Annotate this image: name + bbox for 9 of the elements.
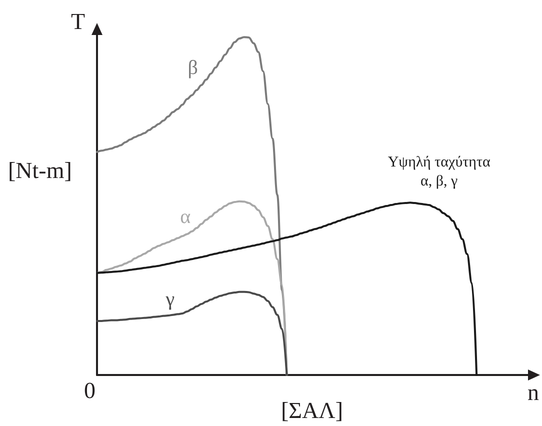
series-label: α — [180, 206, 192, 228]
x-axis-title: n — [528, 380, 540, 405]
text: [ΣΑΛ] — [281, 398, 343, 423]
series-label: β — [188, 57, 198, 80]
series-label: Υψηλή ταχύτητα α, β, γ — [388, 154, 491, 190]
text: [Nt-m] — [8, 158, 72, 183]
series-label: γ — [164, 288, 175, 311]
y-axis-title: T — [70, 9, 85, 34]
text: 0 — [84, 378, 96, 403]
